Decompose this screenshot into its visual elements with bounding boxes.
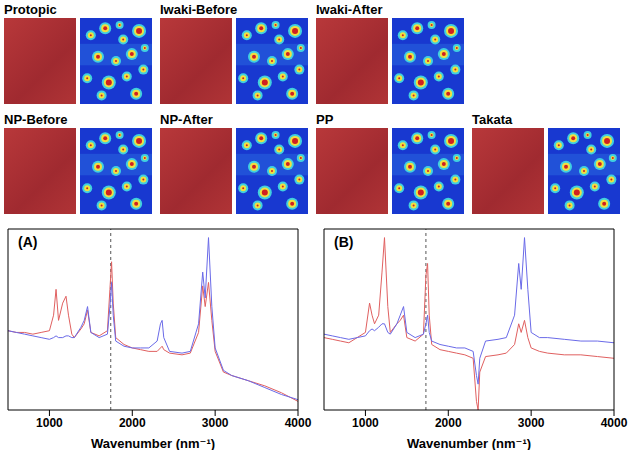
svg-text:1000: 1000	[36, 416, 63, 430]
html-text:Protopic: Protopic	[4, 2, 57, 17]
svg-text:2000: 2000	[119, 416, 146, 430]
html-text:Iwaki-Before: Iwaki-Before	[160, 2, 238, 17]
svg-text:Wavenumber (nm⁻¹): Wavenumber (nm⁻¹)	[91, 436, 215, 450]
svg-text:3000: 3000	[202, 416, 229, 430]
svg-text:1000: 1000	[352, 416, 379, 430]
html-text:PP: PP	[316, 112, 334, 127]
svg-text:4000: 4000	[285, 416, 312, 430]
svg-text:4000: 4000	[601, 416, 628, 430]
html-text:NP-After: NP-After	[160, 112, 213, 127]
html-text:Iwaki-After: Iwaki-After	[316, 2, 383, 17]
svg-text:3000: 3000	[518, 416, 545, 430]
svg-text:2000: 2000	[435, 416, 462, 430]
html-text:(B): (B)	[334, 234, 354, 250]
html-text:Takata: Takata	[472, 112, 513, 127]
svg-text:Wavenumber (nm⁻¹): Wavenumber (nm⁻¹)	[407, 436, 531, 450]
html-text:(A): (A)	[18, 234, 38, 250]
html-text:NP-Before: NP-Before	[4, 112, 68, 127]
